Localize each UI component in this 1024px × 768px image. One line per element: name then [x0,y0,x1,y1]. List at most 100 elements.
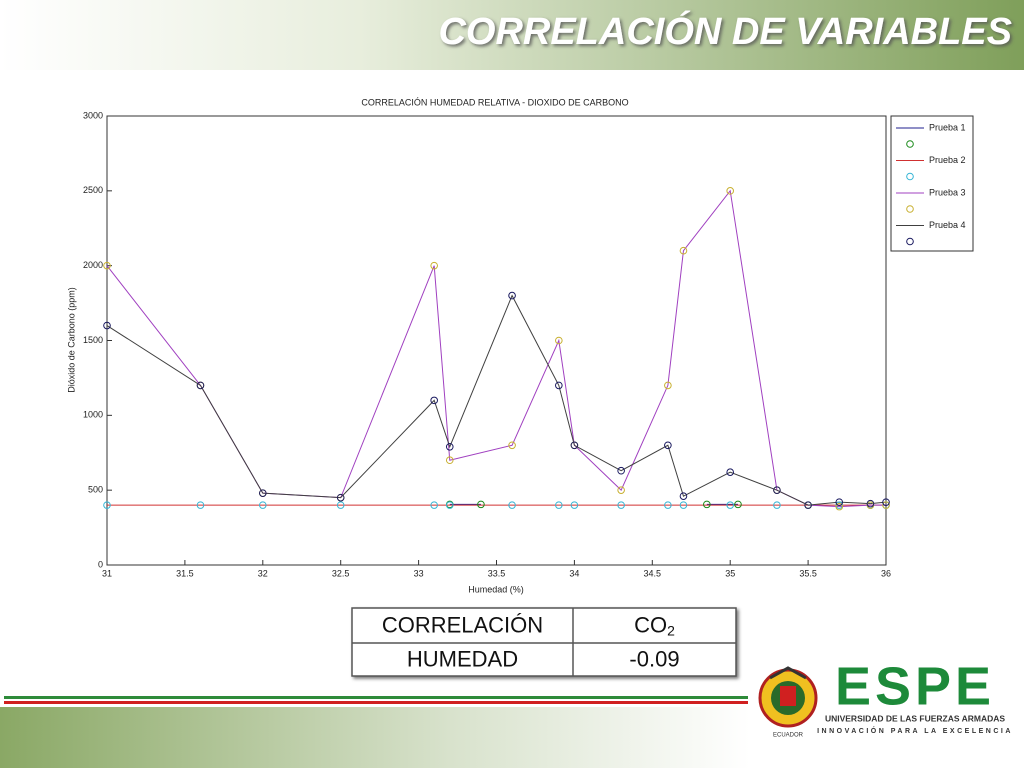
x-tick-label: 32 [258,568,268,578]
marker [430,501,438,509]
header-band [0,0,1024,70]
x-tick-label: 36 [881,568,891,578]
table [351,607,737,677]
marker [508,501,516,509]
stripe [4,696,748,699]
marker [103,321,111,330]
marker [835,498,844,506]
chart-panel [65,72,985,600]
series-line [106,294,887,506]
logo-line2: INNOVACIÓN PARA LA EXCELENCIA [817,726,1013,735]
marker [103,261,111,270]
x-tick-label: 31.5 [176,568,194,578]
y-axis-label: Dióxido de Carbono (ppm) [66,287,76,393]
x-tick-label: 31 [102,568,112,578]
marker [430,396,438,405]
cell-subscript: 2 [667,622,675,638]
table-cell: CORRELACIÓN [382,612,543,637]
marker [773,501,781,509]
logo-line1: UNIVERSIDAD DE LAS FUERZAS ARMADAS [825,713,1005,723]
logo-country: ECUADOR [773,733,804,739]
footer-band [0,707,750,768]
marker [679,492,688,500]
legend-label: Prueba 3 [929,187,966,197]
marker [445,442,454,451]
marker [882,498,890,506]
marker [555,381,563,390]
marker [617,486,625,494]
y-tick-label: 500 [88,485,103,495]
marker [555,336,563,345]
marker [703,500,711,509]
marker [617,501,625,509]
legend-marker [906,172,914,181]
marker [726,187,735,195]
slide-title: CORRELACIÓN DE VARIABLES [438,9,1012,53]
marker [259,489,267,497]
x-tick-label: 32.5 [332,568,350,578]
marker [103,501,111,509]
marker [508,441,516,450]
marker [570,501,579,509]
marker [679,501,688,509]
marker [445,456,454,465]
marker [734,500,742,509]
legend-marker [906,205,914,213]
logo-emblem [758,666,818,728]
y-tick-label: 1000 [83,410,103,420]
marker [555,501,563,509]
legend-label: Prueba 1 [929,122,966,132]
table-cell: CO2 [634,612,675,638]
marker [726,468,735,477]
x-tick-label: 35.5 [799,568,817,578]
marker [477,500,485,509]
cell-text: HUMEDAD [407,646,518,671]
legend-label: Prueba 2 [929,155,966,165]
x-tick-label: 33.5 [488,568,506,578]
marker [336,493,345,502]
marker [726,501,735,509]
marker [570,441,579,450]
x-axis-label: Humedad (%) [468,584,524,594]
y-tick-label: 1500 [83,335,103,345]
table-cell: HUMEDAD [407,646,518,671]
legend-marker [906,237,914,246]
cell-text: CO [634,612,667,637]
legend-label: Prueba 4 [929,220,966,230]
cell-text: CORRELACIÓN [382,612,543,637]
marker [430,261,438,270]
x-tick-label: 34 [569,568,579,578]
x-tick-label: 34.5 [644,568,662,578]
cell-text: -0.09 [629,646,679,671]
marker [866,499,875,508]
marker [259,501,267,509]
marker [664,441,672,450]
logo-name: ESPE [835,656,995,716]
y-tick-label: 2000 [83,260,103,270]
marker [773,486,781,494]
stripe [4,701,748,704]
legend-marker [906,140,914,148]
x-tick-label: 35 [725,568,735,578]
marker [882,501,890,509]
marker [835,502,844,511]
marker [196,381,205,390]
y-tick-label: 3000 [83,110,103,120]
marker [664,501,672,509]
x-tick-label: 33 [414,568,424,578]
marker [617,466,625,475]
table-frame [351,607,737,677]
legend-box [890,115,974,252]
marker [196,501,205,509]
y-tick-label: 0 [98,559,103,569]
y-tick-label: 2500 [83,185,103,195]
marker [445,501,454,509]
marker [804,501,812,509]
marker [336,501,345,509]
chart-title: CORRELACIÓN HUMEDAD RELATIVA - DIOXIDO D… [361,97,628,107]
table-cell: -0.09 [629,646,679,671]
marker [679,246,688,255]
marker [664,381,672,390]
marker [508,291,516,300]
